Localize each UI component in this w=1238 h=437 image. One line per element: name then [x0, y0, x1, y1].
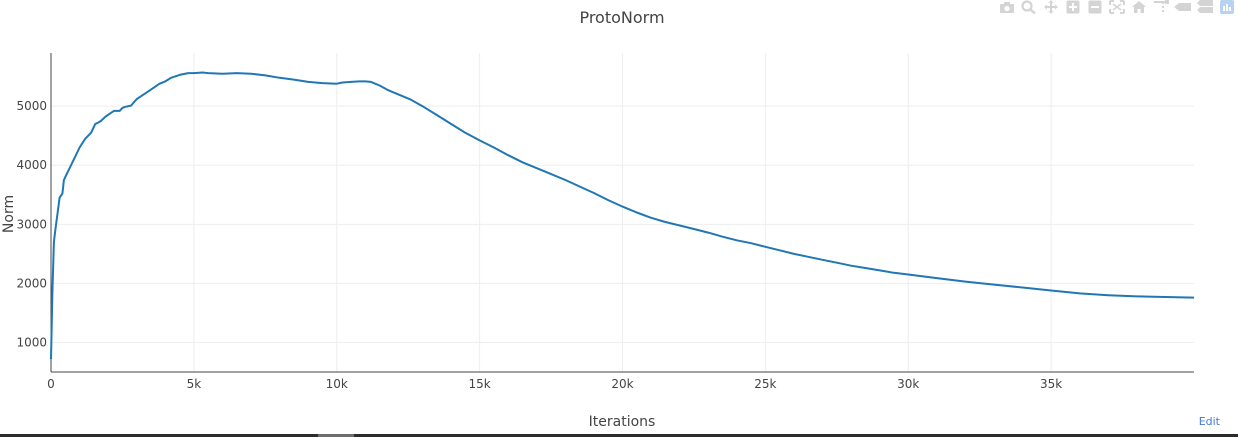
- tick-labels: 0 5k 10k 15k 20k 25k 30k 35k 1000 2000 3000 4000 500…: [16, 99, 1062, 391]
- camera-icon[interactable]: [996, 0, 1018, 14]
- x-axis-title: Iterations: [589, 414, 656, 430]
- edit-link[interactable]: Edit: [1198, 415, 1220, 428]
- x-tick-label: 20k: [611, 377, 633, 391]
- pan-icon[interactable]: [1040, 0, 1062, 14]
- y-tick-label: 5000: [16, 99, 47, 113]
- gridlines: [51, 53, 1194, 372]
- x-tick-label: 0: [47, 377, 55, 391]
- y-tick-label: 4000: [16, 158, 47, 172]
- scrollbar-thumb[interactable]: [318, 434, 354, 437]
- hover-compare-icon[interactable]: [1194, 0, 1216, 14]
- plotly-logo-icon[interactable]: [1216, 0, 1238, 14]
- modebar: [996, 0, 1238, 14]
- x-tick-label: 15k: [469, 377, 491, 391]
- x-tick-label: 25k: [754, 377, 776, 391]
- x-tick-label: 35k: [1040, 377, 1062, 391]
- series-line: [50, 71, 1195, 360]
- zoom-out-icon[interactable]: [1084, 0, 1106, 14]
- y-tick-label: 1000: [16, 335, 47, 349]
- zoom-icon[interactable]: [1018, 0, 1040, 14]
- y-tick-label: 3000: [16, 217, 47, 231]
- x-tick-label: 10k: [326, 377, 348, 391]
- x-tick-label: 5k: [187, 377, 202, 391]
- x-tick-label: 30k: [897, 377, 919, 391]
- horizontal-scrollbar[interactable]: [0, 434, 1238, 437]
- reset-axes-icon[interactable]: [1128, 0, 1150, 14]
- chart-title: ProtoNorm: [579, 8, 664, 27]
- hover-closest-icon[interactable]: [1172, 0, 1194, 14]
- spike-lines-icon[interactable]: [1150, 0, 1172, 14]
- autoscale-icon[interactable]: [1106, 0, 1128, 14]
- series-layer: [50, 71, 1195, 360]
- zoom-in-icon[interactable]: [1062, 0, 1084, 14]
- y-tick-label: 2000: [16, 276, 47, 290]
- y-axis-title: Norm: [1, 195, 17, 233]
